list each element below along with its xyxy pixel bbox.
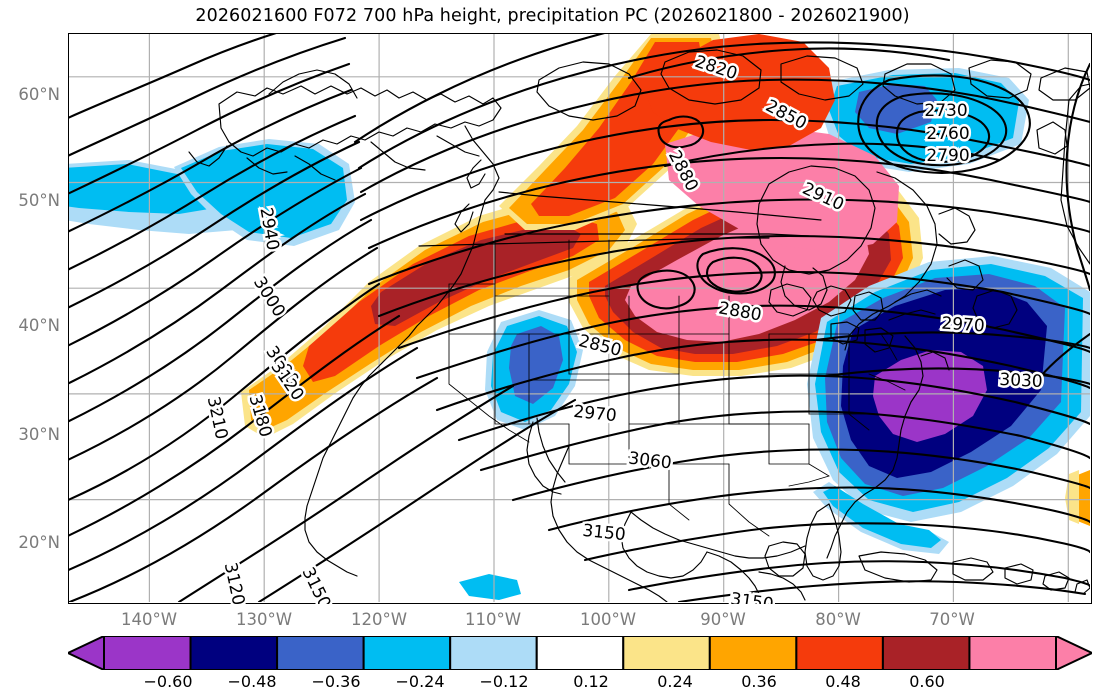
lat-tick-50n: 50°N [18, 191, 60, 210]
lon-tick-110w: 110°W [464, 610, 522, 629]
colorbar-segment [535, 636, 625, 670]
cbar-tick-0.48: 0.48 [825, 672, 861, 691]
page-title: 2026021600 F072 700 hPa height, precipit… [195, 6, 910, 26]
colorbar-segment [189, 636, 279, 670]
colorbar-segment [103, 636, 192, 670]
lon-tick-100w: 100°W [579, 610, 637, 629]
cbar-tick--0.48: −0.48 [227, 672, 277, 691]
colorbar-segment [795, 636, 884, 670]
lon-tick-140w: 140°W [120, 610, 178, 629]
lon-tick-130w: 130°W [235, 610, 293, 629]
colorbar-segment [708, 636, 798, 670]
lat-tick-40n: 40°N [18, 316, 60, 335]
cbar-tick-0.60: 0.60 [909, 672, 945, 691]
map-svg [69, 34, 1090, 602]
lon-tick-120w: 120°W [350, 610, 408, 629]
shade-wna-darkred [371, 226, 581, 326]
map-plot-area [68, 33, 1092, 604]
colorbar-segment [622, 636, 711, 670]
colorbar-segment [362, 636, 452, 670]
lon-tick-80w: 80°W [815, 610, 861, 629]
shade-hudson-blue [855, 84, 937, 134]
colorbar-extend-min [68, 636, 105, 670]
cbar-tick-0.36: 0.36 [741, 672, 777, 691]
cbar-tick--0.24: −0.24 [395, 672, 445, 691]
height-contours [69, 34, 1090, 602]
shade-gulf-cyan [823, 486, 941, 548]
cbar-tick--0.36: −0.36 [311, 672, 361, 691]
lon-tick-90w: 90°W [700, 610, 746, 629]
lon-tick-70w: 70°W [929, 610, 975, 629]
lat-tick-60n: 60°N [18, 85, 60, 104]
colorbar-extend-max [1055, 636, 1092, 670]
colorbar [68, 636, 1092, 670]
colorbar-segment [449, 636, 538, 670]
colorbar-segment [968, 636, 1057, 670]
colorbar-segment [881, 636, 971, 670]
coastlines-and-borders [188, 49, 1090, 602]
cbar-tick--0.12: −0.12 [479, 672, 529, 691]
lat-tick-20n: 20°N [18, 533, 60, 552]
shade-midpac-cyan [459, 574, 521, 600]
cbar-tick--0.60: −0.60 [143, 672, 193, 691]
shade-se-purple [873, 350, 987, 442]
cbar-tick-0.24: 0.24 [657, 672, 693, 691]
lat-tick-30n: 30°N [18, 425, 60, 444]
cbar-tick-0.12: 0.12 [573, 672, 609, 691]
colorbar-segment [276, 636, 365, 670]
